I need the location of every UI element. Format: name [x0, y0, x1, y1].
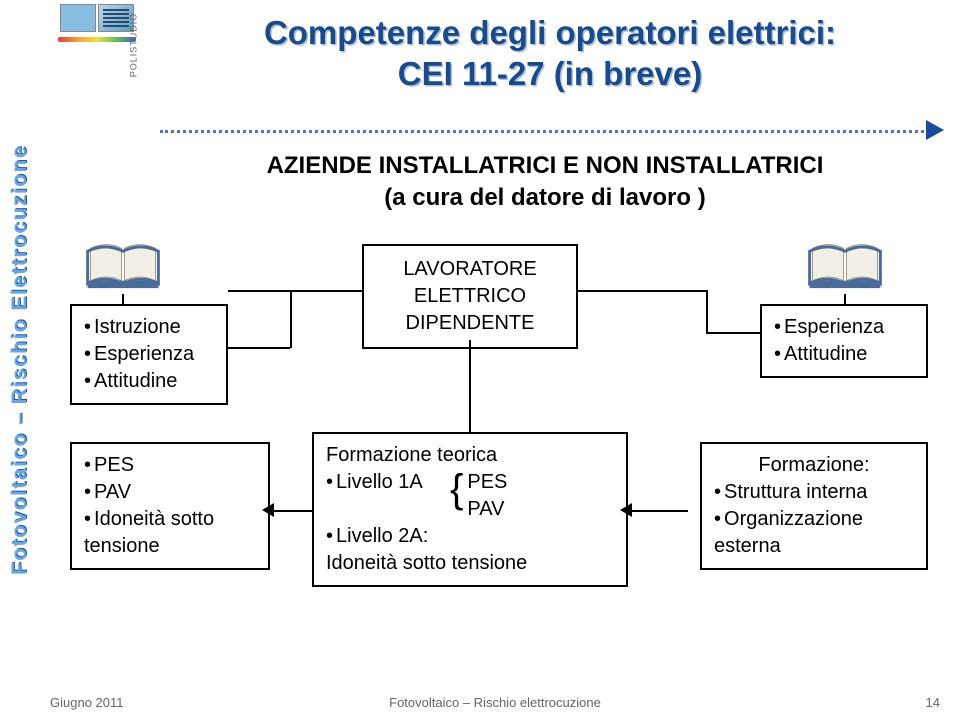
connector [122, 294, 124, 304]
box-employee: LAVORATORE ELETTRICO DIPENDENTE [362, 244, 578, 349]
book-icon-left [86, 238, 160, 294]
training-1a-pes: PES [467, 469, 507, 496]
box-training: Formazione teorica Livello 1A { PES PAV … [312, 432, 628, 587]
connector [228, 290, 362, 292]
page-title-line2: CEI 11-27 (in breve) [170, 53, 930, 94]
training-2a-sub: Idoneità sotto tensione [326, 550, 614, 577]
footer-title: Fotovoltaico – Rischio elettrocuzione [50, 695, 940, 710]
list-item: Esperienza [774, 314, 914, 341]
subtitle-block: AZIENDE INSTALLATRICI E NON INSTALLATRIC… [160, 150, 930, 215]
training-1a-pav: PAV [467, 496, 507, 523]
footer: Giugno 2011 Fotovoltaico – Rischio elett… [50, 695, 940, 710]
connector [290, 290, 292, 348]
box-right-requisites: Esperienza Attitudine [760, 304, 928, 378]
list-item: PAV [84, 479, 256, 506]
list-item: Idoneità sotto tensione [84, 506, 256, 560]
training-level-2a: Livello 2A: [326, 523, 614, 550]
divider-arrow-icon [926, 120, 944, 140]
subtitle-line1: AZIENDE INSTALLATRICI E NON INSTALLATRIC… [160, 150, 930, 182]
arrow-left-icon [262, 503, 274, 517]
mid1-line: LAVORATORE [372, 256, 568, 283]
logo: POLISTUDIO [46, 4, 148, 76]
list-item: PES [84, 452, 256, 479]
logo-brand-text: POLISTUDIO [129, 13, 139, 78]
logo-spectrum-bar [58, 37, 136, 42]
box-right-training: Formazione: Struttura interna Organizzaz… [700, 442, 928, 570]
list-item: Esperienza [84, 341, 214, 368]
list-item: Struttura interna [714, 479, 914, 506]
connector [469, 340, 471, 432]
logo-panel-sky [60, 4, 96, 32]
side-ribbon-text: Fotovoltaico – Rischio Elettrocuzione [8, 145, 32, 575]
training-level-1a: Livello 1A [326, 471, 423, 493]
connector [628, 510, 688, 512]
connector [228, 347, 290, 349]
list-item: Istruzione [84, 314, 214, 341]
connector [578, 290, 708, 292]
box-left-requisites: Istruzione Esperienza Attitudine [70, 304, 228, 405]
page-title-line1: Competenze degli operatori elettrici: [170, 12, 930, 53]
connector [706, 332, 760, 334]
connector [706, 290, 708, 334]
connector [844, 294, 846, 304]
mid1-line: DIPENDENTE [372, 310, 568, 337]
page-title-block: Competenze degli operatori elettrici: CE… [170, 12, 930, 95]
list-item: Attitudine [774, 341, 914, 368]
subtitle-line2: (a cura del datore di lavoro ) [160, 182, 930, 214]
box-left-qualifications: PES PAV Idoneità sotto tensione [70, 442, 270, 570]
dotted-divider [160, 130, 930, 133]
arrow-left-icon [620, 503, 632, 517]
mid1-line: ELETTRICO [372, 283, 568, 310]
training-heading: Formazione teorica [326, 442, 614, 469]
brace-icon: { [450, 475, 463, 503]
list-item: Organizzazione esterna [714, 506, 914, 560]
book-icon-right [808, 238, 882, 294]
side-ribbon: Fotovoltaico – Rischio Elettrocuzione [0, 0, 40, 720]
list-item: Attitudine [84, 368, 214, 395]
right2-heading: Formazione: [714, 452, 914, 479]
connector [270, 510, 312, 512]
